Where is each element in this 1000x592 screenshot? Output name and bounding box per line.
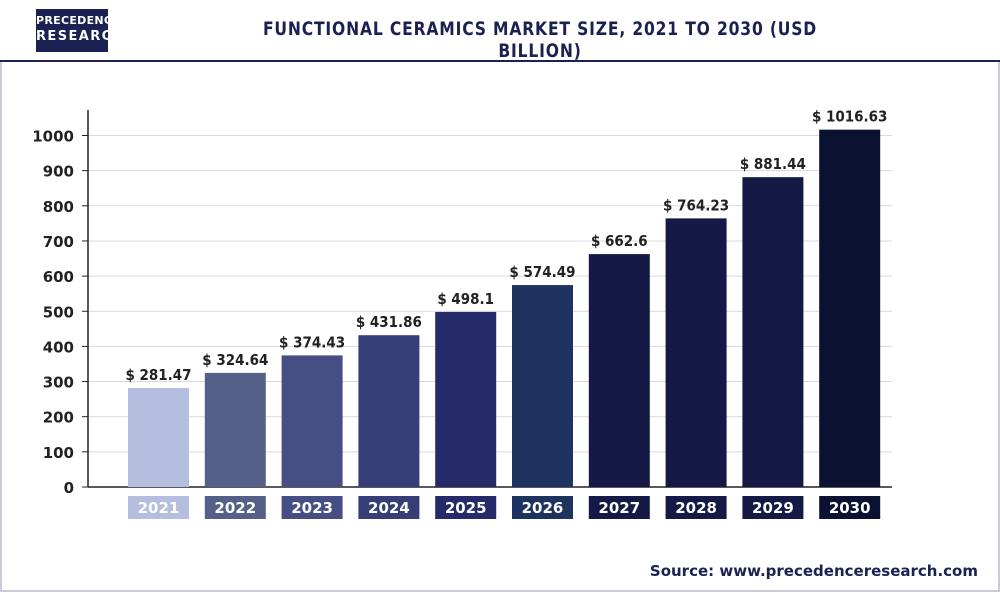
data-label: $ 764.23 [663,198,729,215]
bar-2021 [128,388,189,487]
data-label: $ 881.44 [740,157,806,174]
x-label-box [588,496,650,519]
y-tick-label: 0 [64,479,74,497]
y-tick-label: 300 [43,374,74,392]
y-tick-label: 200 [43,409,74,427]
data-label: $ 324.64 [202,352,268,369]
x-label-box [819,496,881,519]
data-label: $ 281.47 [125,367,191,384]
bar-2025 [435,311,497,487]
x-tick-label: 2029 [752,499,794,517]
bar-2024 [358,335,420,487]
x-label-box [742,496,804,519]
data-label: $ 574.49 [509,264,575,281]
bar-2023 [281,355,343,487]
bar-2028 [665,218,727,487]
data-label: $ 374.43 [279,335,345,352]
y-tick-label: 600 [43,268,74,286]
x-label-box [435,496,497,519]
data-label: $ 498.1 [437,291,494,308]
x-label-box [281,496,343,519]
y-tick-label: 100 [43,444,74,462]
x-tick-label: 2026 [522,499,564,517]
y-tick-label: 700 [43,233,74,251]
chart-title: FUNCTIONAL CERAMICS MARKET SIZE, 2021 TO… [262,18,818,62]
x-tick-label: 2027 [598,499,640,517]
bar-2022 [204,372,266,487]
x-label-box [512,496,573,519]
y-tick-label: 1000 [32,128,74,146]
header: PRECEDENCE RESEARCH FUNCTIONAL CERAMICS … [0,0,1000,62]
bar-chart: 0 100 200 300 400 500 600 700 800 900 1000 $ 281.47… [32,109,892,519]
x-tick-label: 2022 [214,499,256,517]
x-tick-label: 2030 [829,499,871,517]
x-label-box [358,496,420,519]
y-tick-label: 500 [43,303,74,321]
logo-line-2: RESEARCH [36,29,125,44]
source-caption: Source: www.precedenceresearch.com [649,562,978,580]
data-label: $ 431.86 [356,315,422,332]
x-tick-label: 2025 [445,499,487,517]
y-tick-label: 800 [43,198,74,216]
brand-logo: PRECEDENCE RESEARCH [36,9,125,52]
y-tick-label: 900 [43,163,74,181]
x-tick-label: 2028 [675,499,717,517]
x-label-box [128,496,189,519]
x-tick-label: 2021 [138,499,180,517]
y-tick-label: 400 [43,338,74,356]
logo-line-1: PRECEDENCE [36,14,121,27]
x-tick-label: 2024 [368,499,410,517]
x-tick-label: 2023 [291,499,333,517]
bar-2029 [742,177,804,488]
bar-2030 [819,129,881,488]
data-label: $ 662.6 [591,233,648,250]
bar-2026 [512,285,573,487]
data-label: $ 1016.63 [812,109,887,126]
x-label-box [665,496,727,519]
bar-2027 [588,254,650,487]
x-label-box [204,496,266,519]
